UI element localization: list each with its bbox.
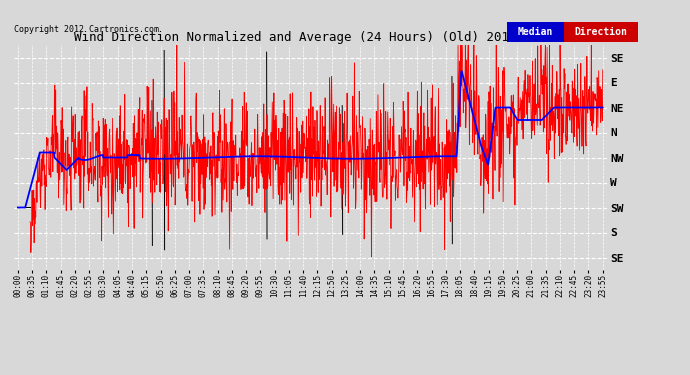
Text: Copyright 2012 Cartronics.com: Copyright 2012 Cartronics.com bbox=[14, 25, 159, 34]
Text: Median: Median bbox=[518, 27, 553, 37]
Text: Direction: Direction bbox=[574, 27, 627, 37]
Title: Wind Direction Normalized and Average (24 Hours) (Old) 20120827: Wind Direction Normalized and Average (2… bbox=[75, 31, 546, 44]
